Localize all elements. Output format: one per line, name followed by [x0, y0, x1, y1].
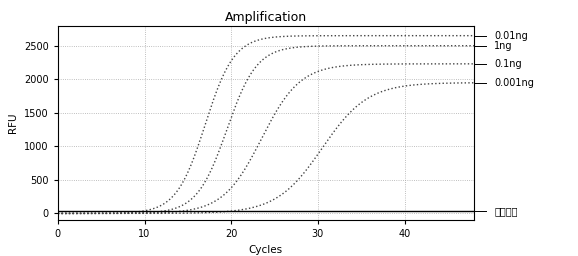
X-axis label: Cycles: Cycles — [249, 245, 283, 255]
Y-axis label: RFU: RFU — [9, 113, 18, 133]
Text: 0.1ng: 0.1ng — [494, 59, 522, 69]
Text: 0.001ng: 0.001ng — [494, 78, 534, 88]
Text: 阴性对照: 阴性对照 — [494, 206, 518, 216]
Text: 1ng: 1ng — [494, 41, 513, 51]
Text: 0.01ng: 0.01ng — [494, 31, 528, 41]
Title: Amplification: Amplification — [225, 12, 307, 24]
